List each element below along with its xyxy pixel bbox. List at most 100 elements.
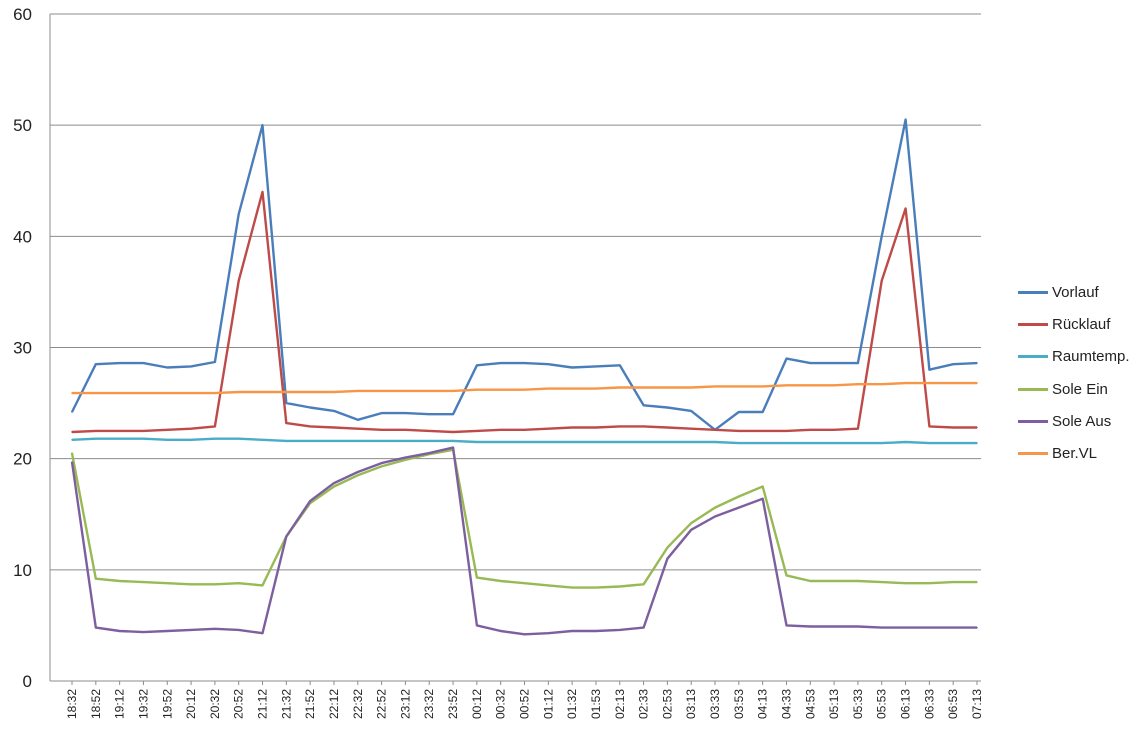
- x-tick-label: 21:52: [303, 689, 317, 719]
- data-point: [880, 235, 883, 238]
- data-point: [214, 627, 216, 630]
- y-tick-label: 20: [13, 450, 32, 469]
- x-tick-label: 18:32: [65, 689, 79, 719]
- series-lines: [70, 118, 978, 636]
- data-point: [428, 452, 431, 454]
- data-point: [166, 438, 169, 441]
- data-point: [285, 391, 288, 393]
- data-point: [642, 441, 645, 443]
- data-point: [857, 383, 859, 385]
- data-point: [952, 581, 954, 583]
- data-point: [761, 485, 764, 488]
- data-point: [738, 385, 740, 388]
- data-point: [261, 124, 264, 126]
- data-point: [309, 500, 311, 502]
- data-point: [809, 384, 812, 387]
- data-point: [71, 411, 73, 413]
- data-point: [571, 426, 573, 429]
- data-point: [95, 577, 97, 580]
- data-point: [952, 426, 954, 429]
- data-point: [976, 426, 978, 429]
- x-tick-label: 23:32: [422, 689, 436, 719]
- data-point: [428, 440, 431, 442]
- data-point: [356, 427, 359, 430]
- data-point: [785, 624, 788, 627]
- data-point: [809, 362, 812, 364]
- data-point: [214, 583, 216, 586]
- data-point: [261, 438, 264, 441]
- data-point: [380, 390, 383, 392]
- y-tick-label: 40: [13, 227, 32, 246]
- x-tick-label: 01:53: [589, 689, 603, 719]
- data-point: [714, 441, 716, 443]
- data-point: [904, 207, 907, 210]
- legend-swatch: [1018, 322, 1048, 326]
- data-point: [499, 580, 502, 582]
- data-point: [142, 430, 145, 432]
- data-point: [523, 582, 526, 584]
- data-point: [618, 585, 621, 588]
- data-point: [595, 426, 597, 429]
- data-point: [190, 438, 192, 441]
- legend-label: Sole Ein: [1052, 380, 1108, 398]
- data-point: [833, 362, 835, 364]
- data-point: [356, 440, 359, 442]
- data-point: [761, 497, 764, 500]
- data-point: [214, 361, 216, 363]
- data-point: [476, 576, 478, 579]
- data-point: [857, 442, 859, 444]
- data-point: [261, 391, 264, 393]
- data-point: [547, 363, 550, 365]
- data-point: [190, 365, 192, 368]
- data-point: [261, 191, 264, 193]
- data-point: [190, 392, 192, 394]
- data-point: [71, 431, 73, 433]
- data-point: [976, 581, 978, 583]
- x-tick-label: 01:12: [541, 689, 555, 719]
- data-point: [833, 580, 835, 582]
- data-point: [547, 441, 550, 443]
- data-point: [499, 630, 502, 632]
- data-point: [857, 362, 859, 364]
- data-point: [642, 583, 645, 586]
- data-point: [404, 412, 407, 414]
- data-point: [928, 382, 931, 384]
- legend-swatch: [1018, 290, 1048, 294]
- data-point: [523, 362, 526, 364]
- data-point: [285, 422, 288, 424]
- data-point: [904, 626, 907, 629]
- x-tick-label: 04:33: [779, 689, 793, 719]
- data-point: [618, 629, 621, 631]
- data-point: [666, 557, 669, 560]
- data-point: [809, 442, 812, 444]
- x-tick-label: 07:13: [970, 689, 984, 719]
- data-point: [356, 390, 359, 392]
- x-tick-label: 20:52: [232, 689, 246, 719]
- legend-item: Rücklauf: [1018, 308, 1143, 340]
- data-point: [547, 427, 550, 430]
- data-point: [904, 118, 907, 121]
- data-point: [547, 632, 550, 634]
- series-line-0: [70, 118, 978, 431]
- data-point: [95, 430, 97, 432]
- data-point: [809, 428, 812, 431]
- data-point: [452, 446, 454, 449]
- data-point: [404, 440, 407, 442]
- data-point: [309, 440, 311, 442]
- y-tick-label: 60: [13, 5, 32, 24]
- x-tick-label: 23:52: [446, 689, 460, 719]
- x-tick-label: 05:33: [851, 689, 865, 719]
- series-line-5: [72, 381, 977, 395]
- data-point: [142, 437, 145, 440]
- data-point: [118, 430, 121, 432]
- data-point: [738, 442, 740, 444]
- axes: [49, 14, 981, 685]
- x-tick-label: 02:53: [660, 689, 674, 719]
- data-point: [928, 368, 931, 371]
- data-point: [523, 388, 526, 391]
- data-point: [690, 529, 693, 531]
- data-point: [404, 458, 407, 461]
- data-point: [142, 631, 145, 633]
- data-point: [237, 437, 240, 440]
- data-point: [761, 411, 764, 413]
